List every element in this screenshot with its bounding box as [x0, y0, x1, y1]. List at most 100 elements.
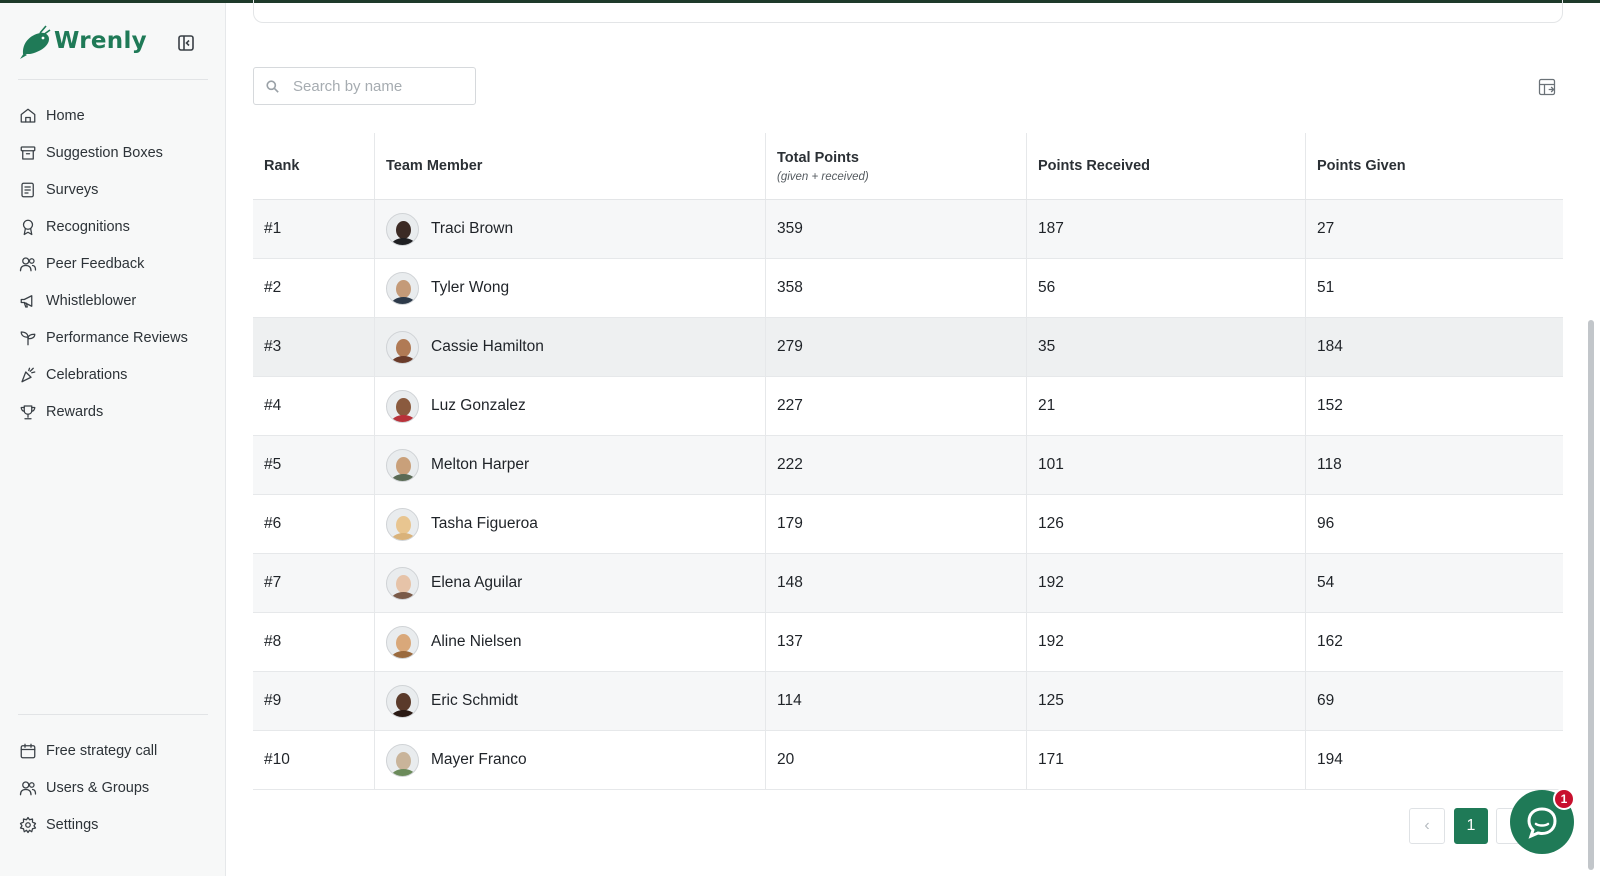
total-points-cell: 222: [766, 436, 1027, 494]
table-row[interactable]: #4 Luz Gonzalez 227 21 152: [253, 377, 1563, 436]
total-points-cell: 137: [766, 613, 1027, 671]
team-member-cell: Eric Schmidt: [375, 672, 766, 730]
sidebar-item-home[interactable]: Home: [0, 97, 226, 134]
collapse-sidebar-button[interactable]: [176, 33, 196, 53]
member-name: Mayer Franco: [431, 751, 527, 768]
points-received-cell: 192: [1027, 554, 1306, 612]
member-name: Eric Schmidt: [431, 692, 518, 709]
sidebar-item-label: Users & Groups: [46, 779, 150, 796]
header-label: Points Given: [1317, 158, 1406, 174]
app-name: Wrenly: [54, 28, 147, 54]
total-points-cell: 279: [766, 318, 1027, 376]
table-row[interactable]: #8 Aline Nielsen 137 192 162: [253, 613, 1563, 672]
table-row[interactable]: #2 Tyler Wong 358 56 51: [253, 259, 1563, 318]
inbox-icon: [18, 143, 37, 162]
points-given-cell: 194: [1306, 731, 1563, 789]
avatar: [386, 448, 419, 482]
avatar: [386, 389, 419, 423]
rank-cell: #5: [253, 436, 375, 494]
column-header-total-points[interactable]: Total Points (given + received): [766, 133, 1027, 199]
clipboard-icon: [18, 180, 37, 199]
points-given-cell: 27: [1306, 200, 1563, 258]
table-row[interactable]: #6 Tasha Figueroa 179 126 96: [253, 495, 1563, 554]
member-name: Luz Gonzalez: [431, 397, 526, 414]
points-given-value: 194: [1317, 751, 1343, 768]
sidebar-item-users-groups[interactable]: Users & Groups: [0, 769, 226, 806]
rank-value: #2: [264, 279, 282, 296]
sidebar-item-free-strategy-call[interactable]: Free strategy call: [0, 732, 226, 769]
sidebar-item-label: Performance Reviews: [46, 329, 188, 346]
column-header-rank[interactable]: Rank: [253, 133, 375, 199]
points-received-cell: 125: [1027, 672, 1306, 730]
points-received-value: 125: [1038, 692, 1064, 709]
export-table-button[interactable]: [1537, 77, 1557, 97]
total-points-cell: 359: [766, 200, 1027, 258]
sidebar-item-label: Peer Feedback: [46, 255, 145, 272]
points-received-value: 21: [1038, 397, 1056, 414]
top-accent-bar: [0, 0, 1600, 3]
points-received-value: 192: [1038, 633, 1064, 650]
table-row[interactable]: #7 Elena Aguilar 148 192 54: [253, 554, 1563, 613]
chat-launcher-button[interactable]: [1510, 790, 1574, 854]
users-icon: [18, 778, 37, 797]
points-given-value: 54: [1317, 574, 1335, 591]
sidebar-item-label: Whistleblower: [46, 292, 137, 309]
total-points-value: 137: [777, 633, 803, 650]
rank-value: #8: [264, 633, 282, 650]
search-box[interactable]: [253, 67, 476, 105]
sidebar-item-suggestion-boxes[interactable]: Suggestion Boxes: [0, 134, 226, 171]
app-logo[interactable]: Wrenly: [18, 21, 147, 61]
scrollbar-thumb[interactable]: [1588, 320, 1594, 870]
main-nav: Home Suggestion Boxes Surveys Recognitio…: [0, 97, 226, 430]
sidebar-item-rewards[interactable]: Rewards: [0, 393, 226, 430]
page-number: 1: [1466, 817, 1476, 834]
total-points-value: 359: [777, 220, 803, 237]
rank-value: #1: [264, 220, 282, 237]
team-member-cell: Mayer Franco: [375, 731, 766, 789]
rank-cell: #2: [253, 259, 375, 317]
points-received-cell: 192: [1027, 613, 1306, 671]
previous-page-button[interactable]: ‹: [1409, 808, 1445, 844]
sidebar-item-label: Surveys: [46, 181, 99, 198]
sidebar-item-performance-reviews[interactable]: Performance Reviews: [0, 319, 226, 356]
header-sublabel: (given + received): [777, 170, 869, 183]
points-given-cell: 118: [1306, 436, 1563, 494]
total-points-value: 148: [777, 574, 803, 591]
table-row[interactable]: #10 Mayer Franco 20 171 194: [253, 731, 1563, 790]
search-input[interactable]: [293, 77, 463, 95]
points-given-cell: 96: [1306, 495, 1563, 553]
member-name: Elena Aguilar: [431, 574, 523, 591]
points-received-cell: 187: [1027, 200, 1306, 258]
points-given-cell: 54: [1306, 554, 1563, 612]
table-row[interactable]: #5 Melton Harper 222 101 118: [253, 436, 1563, 495]
rank-cell: #7: [253, 554, 375, 612]
table-row[interactable]: #9 Eric Schmidt 114 125 69: [253, 672, 1563, 731]
rank-value: #4: [264, 397, 282, 414]
avatar: [386, 271, 419, 305]
sidebar-item-recognitions[interactable]: Recognitions: [0, 208, 226, 245]
sidebar-item-celebrations[interactable]: Celebrations: [0, 356, 226, 393]
megaphone-icon: [18, 291, 37, 310]
header-label: Team Member: [386, 158, 483, 174]
wren-bird-icon: [20, 25, 51, 59]
column-header-points-received[interactable]: Points Received: [1027, 133, 1306, 199]
table-body: #1 Traci Brown 359 187 27 #2 Tyler Wong 358 56 51…: [253, 200, 1563, 790]
page-1-button[interactable]: 1: [1454, 808, 1488, 844]
member-name: Tasha Figueroa: [431, 515, 538, 532]
sidebar-item-settings[interactable]: Settings: [0, 806, 226, 843]
avatar: [386, 743, 419, 777]
sidebar-item-whistleblower[interactable]: Whistleblower: [0, 282, 226, 319]
sidebar-item-peer-feedback[interactable]: Peer Feedback: [0, 245, 226, 282]
rank-cell: #4: [253, 377, 375, 435]
column-header-team-member[interactable]: Team Member: [375, 133, 766, 199]
sidebar: Wrenly Home Suggestion Boxes Surveys Rec…: [0, 3, 226, 876]
points-received-value: 35: [1038, 338, 1056, 355]
table-row[interactable]: #3 Cassie Hamilton 279 35 184: [253, 318, 1563, 377]
column-header-points-given[interactable]: Points Given: [1306, 133, 1563, 199]
table-row[interactable]: #1 Traci Brown 359 187 27: [253, 200, 1563, 259]
sidebar-item-surveys[interactable]: Surveys: [0, 171, 226, 208]
main-content: Rank Team Member Total Points (given + r…: [227, 0, 1600, 876]
rank-cell: #10: [253, 731, 375, 789]
points-received-cell: 35: [1027, 318, 1306, 376]
rank-cell: #9: [253, 672, 375, 730]
